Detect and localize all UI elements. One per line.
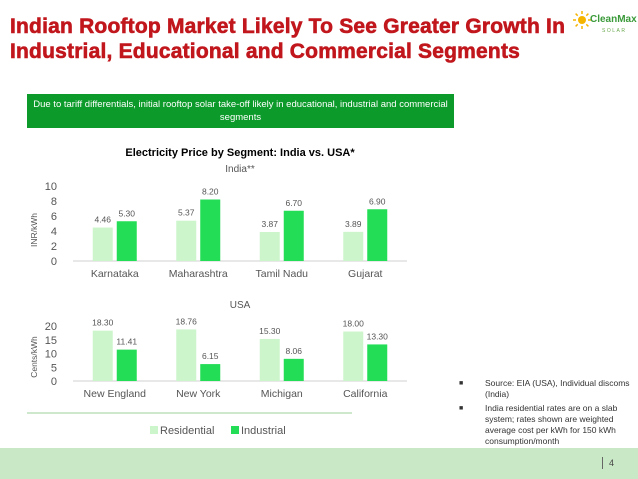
summary-banner: Due to tariff differentials, initial roo… <box>27 94 454 128</box>
usa-category-label: New England <box>84 388 147 400</box>
usa-bar-residential <box>343 331 364 381</box>
india-bar-residential <box>343 231 364 261</box>
price-chart-panel: Electricity Price by Segment: India vs. … <box>27 136 454 446</box>
usa-ytick-label: 10 <box>45 349 57 361</box>
footnote-item: ■ India residential rates are on a slab … <box>455 403 635 447</box>
company-logo: CleanMax SOLAR <box>572 6 637 46</box>
footnote-item: ■ Source: EIA (USA), Individual discoms … <box>455 378 635 400</box>
usa-bar-industrial <box>283 358 304 381</box>
usa-category-label: California <box>343 388 388 400</box>
india-bar-residential <box>176 220 197 261</box>
bullet-icon: ■ <box>459 405 464 412</box>
india-bar-industrial <box>200 199 221 261</box>
india-ytick-label: 4 <box>51 226 57 238</box>
legend-swatch-industrial <box>231 426 239 434</box>
india-ytick-label: 0 <box>51 256 57 268</box>
usa-subtitle: USA <box>230 300 251 311</box>
india-category-label: Maharashtra <box>169 268 228 280</box>
usa-ytick-label: 0 <box>51 376 57 388</box>
india-data-label-residential: 5.37 <box>178 208 195 218</box>
usa-bar-industrial <box>200 364 221 381</box>
india-data-label-industrial: 6.90 <box>369 196 386 206</box>
slide-title: Indian Rooftop Market Likely To See Grea… <box>10 15 566 64</box>
india-bar-industrial <box>283 210 304 261</box>
india-bar-industrial <box>116 221 137 261</box>
usa-bar-residential <box>176 329 197 381</box>
india-bar-residential <box>259 231 280 261</box>
usa-data-label-industrial: 13.30 <box>367 331 389 341</box>
usa-ytick-label: 20 <box>45 321 57 333</box>
usa-ytick-label: 15 <box>45 335 57 347</box>
usa-bar-residential <box>92 330 113 381</box>
india-ytick-label: 10 <box>45 181 57 193</box>
logo-sub: SOLAR <box>602 28 627 34</box>
usa-bar-industrial <box>367 344 388 381</box>
india-data-label-residential: 3.89 <box>345 219 362 229</box>
usa-data-label-industrial: 11.41 <box>116 337 137 347</box>
bullet-icon: ■ <box>459 380 464 387</box>
india-data-label-industrial: 6.70 <box>285 198 302 208</box>
usa-bar-industrial <box>116 349 137 381</box>
usa-bar-residential <box>259 338 280 381</box>
usa-data-label-residential: 18.76 <box>176 316 198 326</box>
usa-data-label-residential: 18.00 <box>343 319 365 329</box>
sun-icon <box>573 11 591 29</box>
india-data-label-residential: 4.46 <box>94 215 111 225</box>
india-ytick-label: 2 <box>51 241 57 253</box>
usa-data-label-residential: 15.30 <box>259 326 281 336</box>
usa-data-label-residential: 18.30 <box>92 318 114 328</box>
india-ylabel: INR/kWh <box>29 213 39 247</box>
usa-data-label-industrial: 6.15 <box>202 351 219 361</box>
india-category-label: Tamil Nadu <box>255 268 308 280</box>
logo-name: CleanMax <box>590 14 637 25</box>
usa-category-label: New York <box>176 388 221 400</box>
footnotes: ■ Source: EIA (USA), Individual discoms … <box>455 378 635 450</box>
legend-label-industrial: Industrial <box>241 425 286 437</box>
footnote-source: Source: EIA (USA), Individual discoms (I… <box>485 378 630 399</box>
india-bar-industrial <box>367 209 388 261</box>
usa-ytick-label: 5 <box>51 362 57 374</box>
india-data-label-industrial: 8.20 <box>202 187 219 197</box>
chart-legend: Residential Industrial <box>150 425 286 437</box>
footnote-slab: India residential rates are on a slab sy… <box>485 403 618 446</box>
price-chart: Electricity Price by Segment: India vs. … <box>27 147 407 437</box>
page-number: 4 <box>602 457 614 469</box>
india-ytick-label: 8 <box>51 196 57 208</box>
india-data-label-industrial: 5.30 <box>118 208 135 218</box>
legend-swatch-residential <box>150 426 158 434</box>
india-bar-residential <box>92 227 113 261</box>
legend-label-residential: Residential <box>160 425 214 437</box>
india-category-label: Karnataka <box>91 268 139 280</box>
india-ytick-label: 6 <box>51 211 57 223</box>
usa-ylabel: Cents/kWh <box>29 336 39 378</box>
footer-band <box>0 448 638 479</box>
usa-data-label-industrial: 8.06 <box>285 346 302 356</box>
india-subtitle: India** <box>225 164 255 175</box>
chart-title: Electricity Price by Segment: India vs. … <box>125 147 355 159</box>
india-data-label-residential: 3.87 <box>261 219 278 229</box>
usa-category-label: Michigan <box>261 388 303 400</box>
india-category-label: Gujarat <box>348 268 383 280</box>
